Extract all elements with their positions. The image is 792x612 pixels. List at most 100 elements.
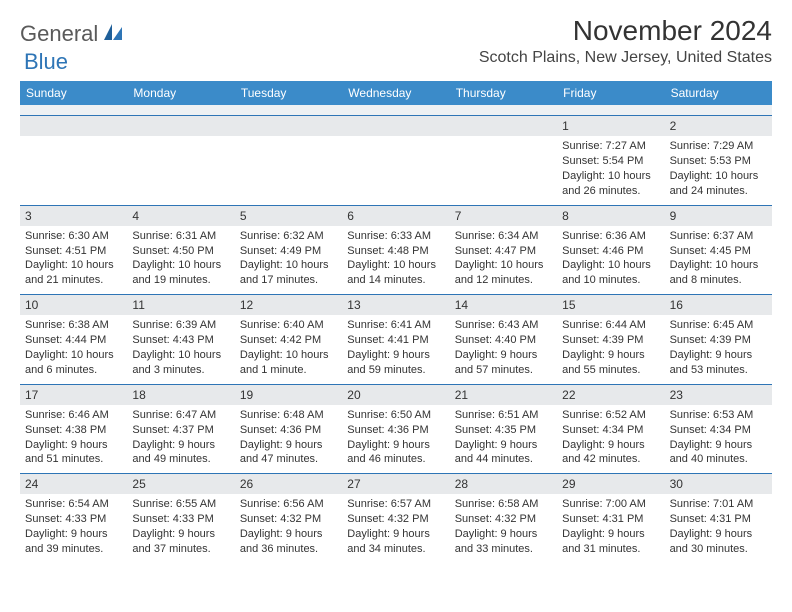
weekday-wednesday: Wednesday [342, 81, 449, 105]
day-d1: Daylight: 9 hours [25, 438, 122, 453]
day-number: 15 [557, 295, 664, 315]
day-cell: 23Sunrise: 6:53 AMSunset: 4:34 PMDayligh… [665, 384, 772, 474]
logo: General [20, 21, 126, 47]
day-sunrise: Sunrise: 6:55 AM [132, 497, 229, 512]
day-sunrise: Sunrise: 7:29 AM [670, 139, 767, 154]
day-number: 18 [127, 385, 234, 405]
calendar-page: General November 2024 Scotch Plains, New… [0, 0, 792, 577]
day-sunset: Sunset: 4:36 PM [347, 423, 444, 438]
day-cell: 26 Sunrise: 6:56 AMSunset: 4:32 PMDayligh… [235, 473, 342, 563]
day-d1: Daylight: 10 hours [562, 169, 659, 184]
day-d1: Daylight: 9 hours [347, 527, 444, 542]
day-sunset: Sunset: 4:39 PM [562, 333, 659, 348]
day-number: 4 [127, 206, 234, 226]
day-cell: 17Sunrise: 6:46 AMSunset: 4:38 PMDayligh… [20, 384, 127, 474]
day-cell: 22Sunrise: 6:52 AMSunset: 4:34 PMDayligh… [557, 384, 664, 474]
day-sunset: Sunset: 4:51 PM [25, 244, 122, 259]
day-number: 2 [665, 116, 772, 136]
day-sunrise: Sunrise: 6:50 AM [347, 408, 444, 423]
day-number: 21 [450, 385, 557, 405]
day-sunset: Sunset: 4:50 PM [132, 244, 229, 259]
day-d2: and 33 minutes. [455, 542, 552, 557]
day-d2: and 3 minutes. [132, 363, 229, 378]
day-cell-empty [127, 115, 234, 205]
day-number: 19 [235, 385, 342, 405]
day-d2: and 14 minutes. [347, 273, 444, 288]
weekday-header-row: Sunday Monday Tuesday Wednesday Thursday… [20, 81, 772, 105]
day-d1: Daylight: 9 hours [562, 438, 659, 453]
day-number: 23 [665, 385, 772, 405]
day-sunset: Sunset: 4:32 PM [240, 512, 337, 527]
day-d1: Daylight: 9 hours [240, 438, 337, 453]
calendar-week-row: 1Sunrise: 7:27 AMSunset: 5:54 PMDaylight… [20, 115, 772, 205]
day-number: 24 [20, 474, 127, 494]
day-d2: and 21 minutes. [25, 273, 122, 288]
day-sunrise: Sunrise: 6:45 AM [670, 318, 767, 333]
weekday-tuesday: Tuesday [235, 81, 342, 105]
day-number: 28 [450, 474, 557, 494]
day-sunset: Sunset: 4:33 PM [132, 512, 229, 527]
day-sunrise: Sunrise: 6:34 AM [455, 229, 552, 244]
day-d2: and 57 minutes. [455, 363, 552, 378]
day-sunrise: Sunrise: 6:56 AM [240, 497, 337, 512]
day-d1: Daylight: 9 hours [455, 527, 552, 542]
day-d2: and 31 minutes. [562, 542, 659, 557]
day-number: 10 [20, 295, 127, 315]
day-cell: 16Sunrise: 6:45 AMSunset: 4:39 PMDayligh… [665, 294, 772, 384]
day-cell-empty [235, 115, 342, 205]
day-cell: 21Sunrise: 6:51 AMSunset: 4:35 PMDayligh… [450, 384, 557, 474]
day-d1: Daylight: 9 hours [562, 527, 659, 542]
day-d2: and 30 minutes. [670, 542, 767, 557]
day-sunset: Sunset: 4:33 PM [25, 512, 122, 527]
day-cell: 18Sunrise: 6:47 AMSunset: 4:37 PMDayligh… [127, 384, 234, 474]
logo-word-blue: Blue [24, 49, 68, 74]
weekday-thursday: Thursday [450, 81, 557, 105]
day-sunset: Sunset: 4:32 PM [455, 512, 552, 527]
calendar-week-row: 3Sunrise: 6:30 AMSunset: 4:51 PMDaylight… [20, 205, 772, 295]
day-sunrise: Sunrise: 6:32 AM [240, 229, 337, 244]
day-cell: 24Sunrise: 6:54 AMSunset: 4:33 PMDayligh… [20, 473, 127, 563]
day-d1: Daylight: 9 hours [347, 438, 444, 453]
calendar-body: 1Sunrise: 7:27 AMSunset: 5:54 PMDaylight… [20, 115, 772, 563]
day-number-empty [127, 116, 234, 136]
calendar-week-row: 24Sunrise: 6:54 AMSunset: 4:33 PMDayligh… [20, 473, 772, 563]
day-d1: Daylight: 9 hours [455, 438, 552, 453]
day-d2: and 19 minutes. [132, 273, 229, 288]
day-d1: Daylight: 9 hours [240, 527, 337, 542]
day-sunrise: Sunrise: 6:57 AM [347, 497, 444, 512]
day-d1: Daylight: 10 hours [25, 258, 122, 273]
day-sunrise: Sunrise: 7:27 AM [562, 139, 659, 154]
day-d1: Daylight: 9 hours [132, 527, 229, 542]
day-cell: 7Sunrise: 6:34 AMSunset: 4:47 PMDaylight… [450, 205, 557, 295]
day-cell: 27Sunrise: 6:57 AMSunset: 4:32 PMDayligh… [342, 473, 449, 563]
day-cell: 30Sunrise: 7:01 AMSunset: 4:31 PMDayligh… [665, 473, 772, 563]
day-sunset: Sunset: 4:38 PM [25, 423, 122, 438]
day-d2: and 42 minutes. [562, 452, 659, 467]
day-sunset: Sunset: 4:48 PM [347, 244, 444, 259]
day-sunset: Sunset: 4:36 PM [240, 423, 337, 438]
day-number-empty [20, 116, 127, 136]
calendar-week-row: 10Sunrise: 6:38 AMSunset: 4:44 PMDayligh… [20, 294, 772, 384]
day-d1: Daylight: 10 hours [562, 258, 659, 273]
day-sunset: Sunset: 4:37 PM [132, 423, 229, 438]
day-number: 11 [127, 295, 234, 315]
day-number: 14 [450, 295, 557, 315]
day-cell: 29Sunrise: 7:00 AMSunset: 4:31 PMDayligh… [557, 473, 664, 563]
day-d2: and 36 minutes. [240, 542, 337, 557]
weekday-monday: Monday [127, 81, 234, 105]
day-d1: Daylight: 10 hours [132, 348, 229, 363]
day-sunrise: Sunrise: 7:01 AM [670, 497, 767, 512]
day-cell: 19Sunrise: 6:48 AMSunset: 4:36 PMDayligh… [235, 384, 342, 474]
day-cell: 8Sunrise: 6:36 AMSunset: 4:46 PMDaylight… [557, 205, 664, 295]
day-number-empty [450, 116, 557, 136]
day-cell: 15Sunrise: 6:44 AMSunset: 4:39 PMDayligh… [557, 294, 664, 384]
day-cell: 4Sunrise: 6:31 AMSunset: 4:50 PMDaylight… [127, 205, 234, 295]
day-number: 17 [20, 385, 127, 405]
day-sunrise: Sunrise: 6:41 AM [347, 318, 444, 333]
day-d2: and 26 minutes. [562, 184, 659, 199]
day-number: 26 [235, 474, 342, 494]
day-sunrise: Sunrise: 6:54 AM [25, 497, 122, 512]
weekday-saturday: Saturday [665, 81, 772, 105]
day-cell: 9Sunrise: 6:37 AMSunset: 4:45 PMDaylight… [665, 205, 772, 295]
day-sunrise: Sunrise: 6:38 AM [25, 318, 122, 333]
